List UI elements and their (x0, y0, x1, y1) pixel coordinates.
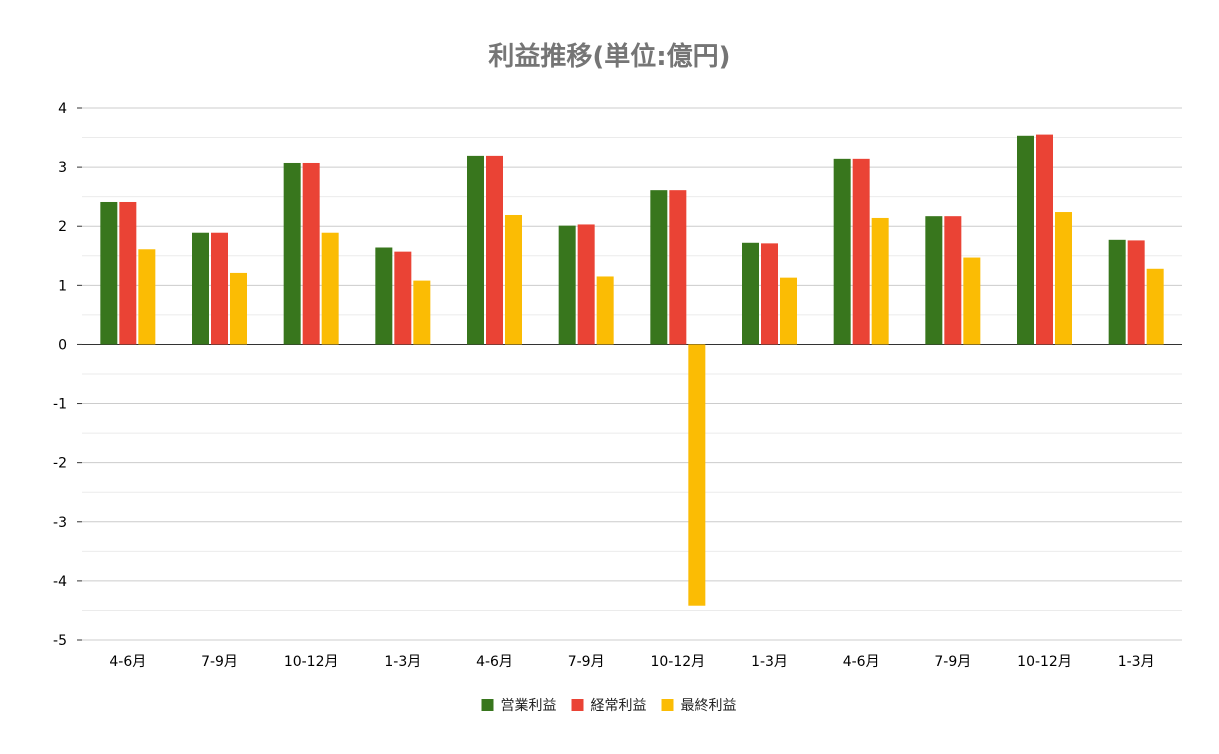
bar (505, 214, 522, 345)
bar (944, 216, 962, 345)
legend-label: 経常利益 (591, 698, 647, 714)
legend-label: 最終利益 (681, 698, 737, 714)
bar (211, 232, 228, 345)
bar (486, 155, 503, 345)
y-tick-label: -1 (53, 397, 67, 413)
y-tick-label: -3 (53, 515, 67, 531)
bar (283, 162, 301, 345)
bar (558, 225, 576, 345)
bar (871, 217, 889, 345)
bar (413, 280, 431, 345)
bar (761, 243, 778, 345)
bar (394, 251, 412, 345)
y-tick-label: -4 (53, 574, 67, 590)
x-tick-label: 10-12月 (284, 654, 339, 670)
bar (230, 272, 247, 345)
bar (1036, 134, 1053, 345)
legend-swatch (481, 699, 494, 711)
x-tick-label: 1-3月 (751, 654, 788, 670)
bar (375, 247, 393, 345)
legend-label: 営業利益 (501, 698, 557, 714)
bar (302, 162, 320, 345)
x-tick-label: 1-3月 (384, 654, 421, 670)
bar (1017, 135, 1034, 345)
bar (577, 224, 595, 345)
bar (100, 201, 118, 345)
x-tick-label: 7-9月 (934, 654, 971, 670)
y-tick-label: 4 (58, 101, 67, 117)
y-tick-label: -2 (53, 456, 67, 472)
bar (1055, 212, 1072, 345)
bar (833, 158, 851, 345)
bar (852, 158, 870, 345)
x-tick-label: 10-12月 (1017, 654, 1072, 670)
bar (688, 344, 706, 606)
y-tick-label: -5 (53, 633, 67, 649)
bar (467, 155, 484, 345)
chart-title: 利益推移(単位:億円) (488, 42, 731, 72)
x-tick-label: 4-6月 (476, 654, 513, 670)
x-tick-label: 10-12月 (650, 654, 705, 670)
bar (925, 216, 943, 345)
bar (780, 277, 797, 345)
x-tick-label: 4-6月 (109, 654, 146, 670)
bar (742, 242, 759, 345)
y-tick-label: 3 (58, 160, 67, 176)
bar (1127, 240, 1145, 345)
bar (669, 190, 687, 345)
y-tick-label: 0 (58, 337, 67, 353)
bar (321, 232, 339, 345)
bar (1108, 239, 1126, 345)
x-tick-label: 7-9月 (568, 654, 605, 670)
x-tick-label: 4-6月 (843, 654, 880, 670)
bar (192, 232, 209, 345)
legend-swatch (661, 699, 674, 711)
y-tick-label: 2 (58, 219, 67, 235)
bar (596, 276, 614, 345)
bar (119, 201, 137, 345)
bar (650, 190, 668, 345)
y-tick-label: 1 (58, 278, 67, 294)
x-tick-label: 1-3月 (1118, 654, 1155, 670)
legend-swatch (571, 699, 584, 711)
bar (963, 257, 981, 345)
x-tick-label: 7-9月 (201, 654, 238, 670)
bar (138, 249, 156, 345)
bar (1146, 268, 1164, 345)
